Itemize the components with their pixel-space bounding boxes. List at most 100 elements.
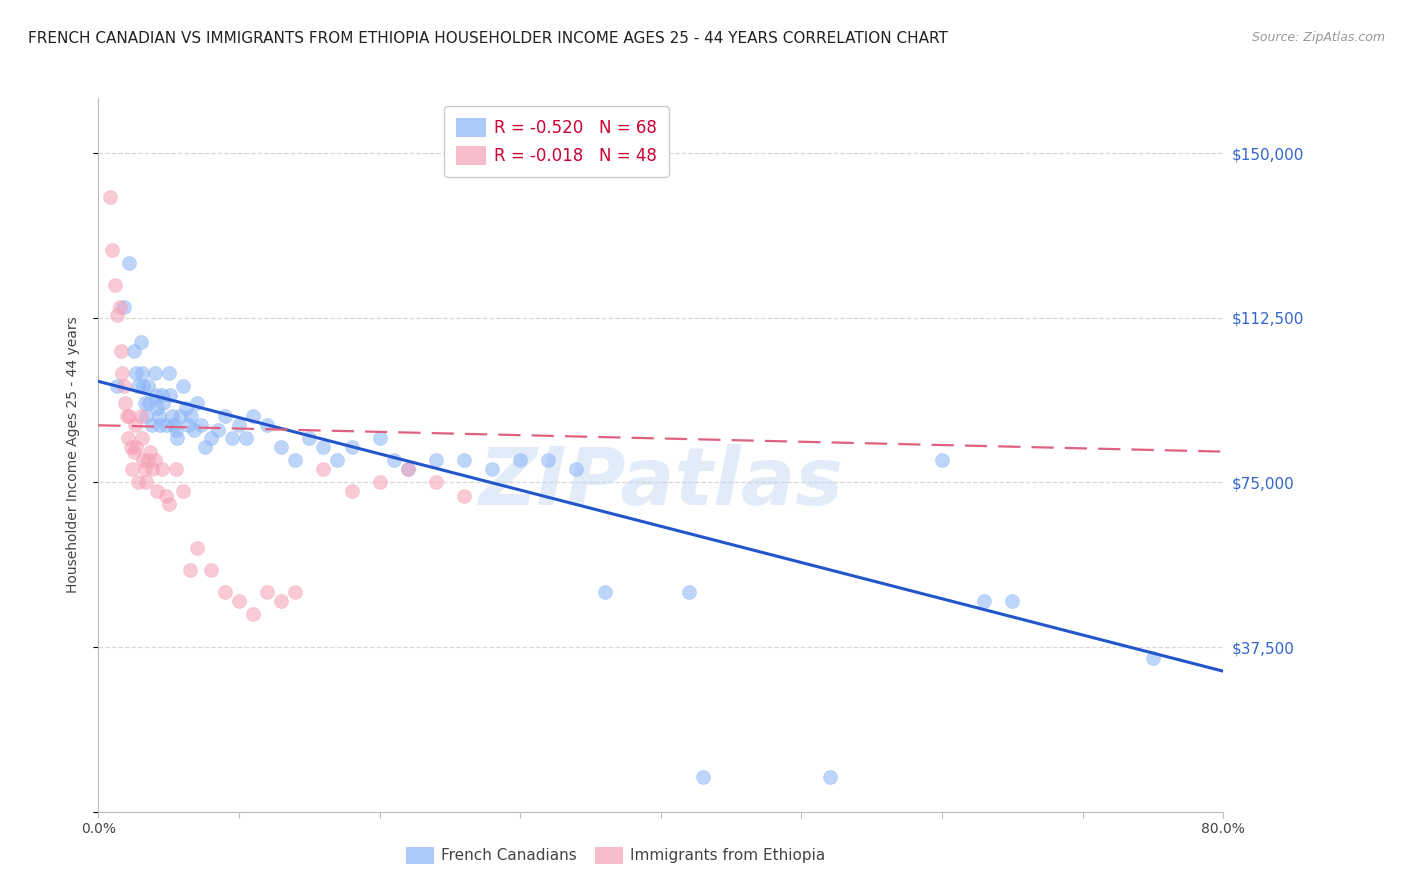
Point [172,378,194,392]
Point [207,423,229,437]
Point [537,453,560,467]
Point [166,432,188,446]
Point [235,432,257,446]
Point [111,366,134,380]
Point [368,432,391,446]
Point [228,594,250,608]
Point [242,409,264,424]
Point [453,489,475,503]
Point [141,418,163,433]
Point [340,440,363,454]
Text: FRENCH CANADIAN VS IMMIGRANTS FROM ETHIOPIA HOUSEHOLDER INCOME AGES 25 - 44 YEAR: FRENCH CANADIAN VS IMMIGRANTS FROM ETHIO… [28,31,948,46]
Point [155,489,177,503]
Point [186,396,208,410]
Point [125,366,148,380]
Point [396,462,419,476]
Point [509,453,531,467]
Point [118,256,141,270]
Point [155,418,177,433]
Point [256,585,278,599]
Point [169,409,191,424]
Point [186,541,208,556]
Point [177,418,200,433]
Point [132,378,155,392]
Point [149,418,172,433]
Text: ZIPatlas: ZIPatlas [478,444,844,523]
Y-axis label: Householder Income Ages 25 - 44 years: Householder Income Ages 25 - 44 years [66,317,80,593]
Point [593,585,616,599]
Point [165,423,187,437]
Point [141,462,163,476]
Point [117,432,139,446]
Point [190,418,212,433]
Point [200,432,222,446]
Point [118,409,141,424]
Point [120,440,142,454]
Point [174,401,197,415]
Point [121,462,143,476]
Point [108,300,131,314]
Point [481,462,503,476]
Point [136,453,159,467]
Point [165,462,187,476]
Point [134,462,156,476]
Point [143,453,166,467]
Point [214,585,236,599]
Point [340,484,363,499]
Point [228,418,250,433]
Point [112,378,135,392]
Point [105,309,128,323]
Point [152,396,174,410]
Point [180,409,202,424]
Point [129,409,152,424]
Point [122,343,145,358]
Point [183,423,205,437]
Point [425,475,447,490]
Point [131,366,153,380]
Point [98,190,121,204]
Point [122,444,145,458]
Point [101,243,124,257]
Point [112,300,135,314]
Point [425,453,447,467]
Point [127,475,149,490]
Point [115,409,138,424]
Legend: French Canadians, Immigrants from Ethiopia: French Canadians, Immigrants from Ethiop… [398,839,834,871]
Point [270,440,292,454]
Point [396,462,419,476]
Point [453,453,475,467]
Point [105,378,128,392]
Point [125,440,148,454]
Point [150,387,173,401]
Point [127,378,149,392]
Point [146,484,169,499]
Point [221,432,243,446]
Point [818,770,841,784]
Point [298,432,321,446]
Point [131,432,153,446]
Point [312,462,335,476]
Point [114,396,136,410]
Point [179,563,201,577]
Point [163,418,186,433]
Point [242,607,264,621]
Point [194,440,217,454]
Point [110,343,132,358]
Text: Source: ZipAtlas.com: Source: ZipAtlas.com [1251,31,1385,45]
Point [692,770,714,784]
Point [256,418,278,433]
Point [124,418,146,433]
Point [973,594,995,608]
Point [312,440,335,454]
Point [136,378,159,392]
Point [135,409,157,424]
Point [172,484,194,499]
Point [146,401,169,415]
Point [138,396,160,410]
Point [159,387,181,401]
Point [157,366,180,380]
Point [1142,651,1164,665]
Point [160,409,183,424]
Point [284,453,307,467]
Point [200,563,222,577]
